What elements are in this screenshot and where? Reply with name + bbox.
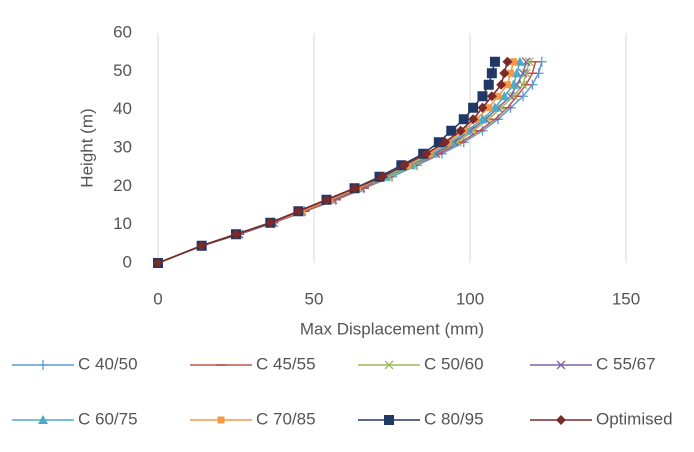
x-tick-label: 150 bbox=[612, 289, 640, 308]
marker bbox=[468, 114, 479, 125]
series-line bbox=[157, 61, 515, 264]
marker bbox=[477, 102, 488, 113]
marker bbox=[489, 56, 500, 67]
marker bbox=[231, 229, 241, 240]
legend-label: C 80/95 bbox=[424, 409, 484, 428]
legend-marker bbox=[384, 415, 394, 425]
marker bbox=[509, 91, 519, 101]
legend-marker bbox=[556, 360, 566, 370]
marker bbox=[499, 68, 510, 79]
y-axis-title: Height (m) bbox=[77, 108, 96, 187]
marker bbox=[477, 114, 488, 124]
marker bbox=[494, 92, 502, 100]
marker bbox=[477, 91, 488, 102]
y-tick-label: 50 bbox=[113, 61, 132, 80]
y-tick-label: 60 bbox=[113, 22, 132, 41]
marker bbox=[421, 148, 432, 159]
y-tick-label: 20 bbox=[113, 176, 132, 195]
y-tick-label: 0 bbox=[123, 252, 132, 271]
marker bbox=[446, 125, 457, 136]
legend-marker bbox=[556, 415, 566, 425]
x-axis-title: Max Displacement (mm) bbox=[300, 319, 484, 338]
legend-marker bbox=[384, 360, 394, 370]
marker bbox=[293, 206, 304, 217]
x-tick-label: 50 bbox=[305, 289, 324, 308]
marker bbox=[153, 258, 163, 268]
x-tick-label: 100 bbox=[456, 289, 484, 308]
marker bbox=[514, 56, 525, 66]
marker bbox=[321, 194, 332, 205]
marker bbox=[502, 56, 513, 67]
legend-marker bbox=[217, 416, 225, 424]
series-line bbox=[157, 61, 509, 264]
legend-label: Optimised bbox=[596, 409, 673, 428]
legend-label: C 50/60 bbox=[424, 354, 484, 373]
marker bbox=[399, 160, 410, 171]
marker bbox=[433, 137, 444, 148]
legend-marker bbox=[38, 360, 48, 370]
series-line bbox=[157, 61, 531, 264]
marker bbox=[196, 240, 207, 251]
marker bbox=[503, 81, 511, 89]
series-line bbox=[157, 61, 521, 264]
legend-label: C 55/67 bbox=[596, 354, 656, 373]
marker bbox=[511, 68, 522, 78]
legend-label: C 70/85 bbox=[256, 409, 316, 428]
marker bbox=[349, 183, 360, 194]
marker bbox=[486, 68, 497, 79]
legend-label: C 45/55 bbox=[256, 354, 316, 373]
marker bbox=[508, 79, 519, 89]
y-tick-label: 40 bbox=[113, 99, 132, 118]
legend-label: C 40/50 bbox=[78, 354, 138, 373]
marker bbox=[507, 69, 515, 77]
marker bbox=[265, 217, 276, 228]
marker bbox=[468, 102, 479, 113]
marker bbox=[458, 114, 469, 125]
marker bbox=[485, 104, 493, 112]
marker bbox=[510, 58, 518, 66]
marker bbox=[486, 91, 497, 102]
y-tick-label: 10 bbox=[113, 214, 132, 233]
marker bbox=[440, 137, 451, 148]
y-tick-label: 30 bbox=[113, 137, 132, 156]
marker bbox=[483, 79, 494, 90]
series-line bbox=[157, 61, 496, 264]
x-tick-label: 0 bbox=[153, 289, 162, 308]
series-line bbox=[157, 61, 527, 264]
legend-label: C 60/75 bbox=[78, 409, 138, 428]
marker bbox=[524, 57, 534, 67]
marker bbox=[377, 171, 388, 182]
marker bbox=[489, 102, 500, 112]
marker bbox=[499, 91, 510, 101]
legend-marker bbox=[38, 415, 48, 424]
marker bbox=[496, 79, 507, 90]
marker bbox=[455, 125, 466, 136]
